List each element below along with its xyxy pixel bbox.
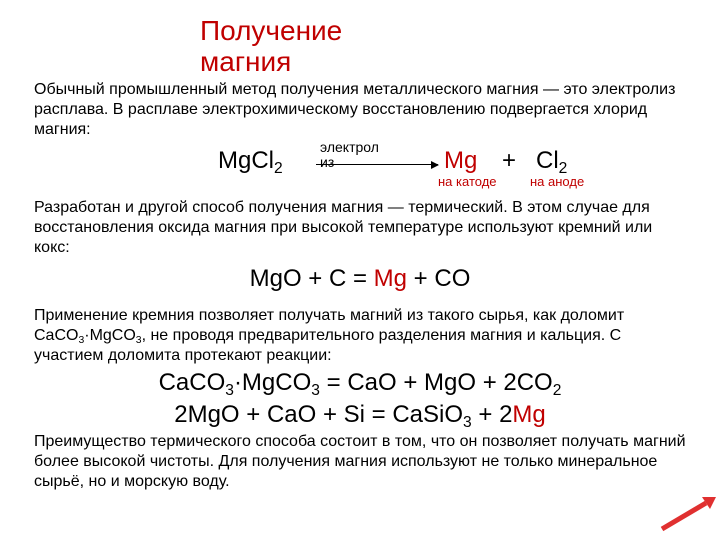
slide-body: Обычный промышленный метод получения мет… xyxy=(34,80,686,494)
eq1-cl: Cl xyxy=(536,147,559,174)
eq1-mg: Mg xyxy=(444,146,477,176)
slide: Получение магния Обычный промышленный ме… xyxy=(0,0,720,540)
eq2-mg: Mg xyxy=(374,265,407,292)
eq1-anode-label: на аноде xyxy=(530,174,584,190)
eq1-cl2: Cl2 xyxy=(536,146,567,176)
corner-arrow-icon xyxy=(658,495,718,538)
eq3-sub-2: 3 xyxy=(311,382,320,399)
eq2-right: + CO xyxy=(407,265,470,292)
eq1-arrow-label-l1: электрол xyxy=(320,139,379,155)
paragraph-2: Разработан и другой способ получения маг… xyxy=(34,198,686,258)
eq3-b: ·MgCO xyxy=(234,369,311,396)
eq3-c: = CaO + MgO + 2CO xyxy=(320,369,553,396)
p3-sub-2: 3 xyxy=(136,335,142,346)
eq1-mgcl-sub: 2 xyxy=(274,160,283,177)
slide-title: Получение магния xyxy=(200,16,520,78)
equation-4: 2MgO + CaO + Si = CaSiO3 + 2Mg xyxy=(34,400,686,430)
eq4-b: + 2 xyxy=(472,401,513,428)
eq1-arrow-label-l2: из xyxy=(320,154,334,170)
title-line-2: магния xyxy=(200,46,291,77)
eq1-cathode-label: на катоде xyxy=(438,174,497,190)
equation-2: MgO + C = Mg + CO xyxy=(34,264,686,294)
equation-1: MgCl2 электрол из Mg + Cl2 на катоде на … xyxy=(34,142,686,198)
title-line-1: Получение xyxy=(200,15,342,46)
eq3-sub-1: 3 xyxy=(225,382,234,399)
arrow-icon xyxy=(316,164,438,165)
eq3-sub-3: 2 xyxy=(553,382,562,399)
equation-3: CaCO3·MgCO3 = CaO + MgO + 2CO2 xyxy=(34,368,686,398)
eq1-plus: + xyxy=(502,146,516,176)
eq1-reactant: MgCl2 xyxy=(218,146,283,176)
paragraph-4: Преимущество термического способа состои… xyxy=(34,432,686,492)
eq4-mg: Mg xyxy=(512,401,545,428)
p3-sub-1: 3 xyxy=(78,335,84,346)
p3-text-mid: ·MgCO xyxy=(84,327,136,344)
paragraph-3: Применение кремния позволяет получать ма… xyxy=(34,306,686,366)
eq3-a: CaCO xyxy=(159,369,226,396)
eq1-mgcl: MgCl xyxy=(218,147,274,174)
eq4-sub-1: 3 xyxy=(463,414,472,431)
eq2-left: MgO + C = xyxy=(250,265,374,292)
paragraph-1: Обычный промышленный метод получения мет… xyxy=(34,80,686,140)
eq4-a: 2MgO + CaO + Si = CaSiO xyxy=(174,401,463,428)
